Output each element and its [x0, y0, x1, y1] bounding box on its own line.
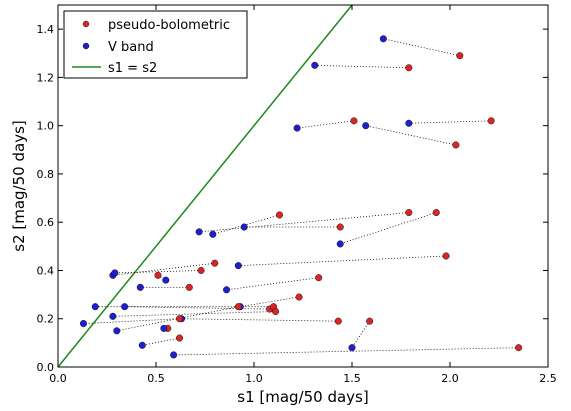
data-point-v-band [311, 61, 319, 69]
data-point-pseudo-bolometric [272, 307, 280, 315]
data-point-pseudo-bolometric [295, 293, 303, 301]
data-point-pseudo-bolometric [432, 209, 440, 217]
data-point-pseudo-bolometric [442, 252, 450, 260]
data-point-v-band [111, 269, 119, 277]
pair-connector [124, 306, 270, 310]
legend-label-line: s1 = s2 [108, 61, 157, 76]
data-point-pseudo-bolometric [366, 317, 374, 325]
data-point-pseudo-bolometric [487, 117, 495, 125]
y-tick-label: 1.4 [37, 23, 55, 36]
data-point-v-band [113, 327, 121, 335]
legend-label-pseudo: pseudo-bolometric [108, 18, 230, 33]
pair-connector [83, 318, 180, 324]
legend-entry-line: s1 = s2 [72, 61, 157, 76]
y-tick-label: 0.8 [37, 168, 55, 181]
pair-connector [142, 337, 180, 346]
data-point-pseudo-bolometric [211, 259, 219, 267]
pair-connector [112, 311, 276, 317]
axis-ticks: 0.0 0.5 1.0 1.5 2.0 2.5 0.0 0.2 0.4 0.6 0.8 1.0 1.2 1… [37, 5, 557, 385]
data-point-v-band [293, 124, 301, 132]
legend-entry-pseudo: pseudo-bolometric [82, 18, 230, 33]
data-point-pseudo-bolometric [334, 317, 342, 325]
pair-connector [383, 38, 460, 57]
plot-frame [57, 4, 549, 368]
plot-content [58, 5, 523, 367]
pair-connector [365, 125, 456, 146]
data-point-v-band [336, 240, 344, 248]
data-point-v-band [405, 119, 413, 127]
reference-line-s1-equals-s2 [58, 5, 353, 367]
pair-connector [238, 255, 447, 267]
data-point-pseudo-bolometric [515, 344, 523, 352]
data-point-pseudo-bolometric [336, 223, 344, 231]
data-point-v-band [160, 324, 168, 332]
pair-connector [199, 212, 409, 233]
pair-connector [314, 64, 409, 69]
pair-connector [297, 120, 355, 129]
y-tick-label: 1.2 [37, 71, 55, 84]
data-point-pseudo-bolometric [234, 303, 242, 311]
data-point-v-band [209, 230, 217, 238]
data-point-pseudo-bolometric [315, 274, 323, 282]
legend-marker-vband [82, 42, 90, 50]
y-axis-label: s2 [mag/50 days] [10, 120, 28, 251]
x-tick-label: 0.5 [147, 372, 165, 385]
data-point-pseudo-bolometric [176, 334, 184, 342]
x-tick-label: 0.0 [49, 372, 67, 385]
pair-connector [212, 214, 280, 235]
x-tick-label: 1.5 [343, 372, 361, 385]
pair-connector [226, 277, 319, 291]
y-tick-label: 1.0 [37, 120, 55, 133]
legend: pseudo-bolometric V band s1 = s2 [63, 10, 248, 79]
data-point-v-band [79, 320, 87, 328]
data-point-v-band [348, 344, 356, 352]
data-point-v-band [195, 228, 203, 236]
data-point-pseudo-bolometric [452, 141, 460, 149]
data-point-v-band [138, 341, 146, 349]
data-point-v-band [91, 303, 99, 311]
data-point-pseudo-bolometric [456, 52, 464, 60]
data-point-pseudo-bolometric [185, 283, 193, 291]
pair-connector [351, 320, 370, 348]
data-point-v-band [223, 286, 231, 294]
data-point-v-band [379, 35, 387, 43]
pair-connector [340, 212, 437, 245]
y-tick-label: 0.2 [37, 313, 55, 326]
pair-connector [240, 296, 300, 308]
data-point-v-band [136, 283, 144, 291]
data-point-v-band [234, 262, 242, 270]
x-tick-label: 1.0 [245, 372, 263, 385]
pair-connector [408, 120, 492, 124]
data-point-pseudo-bolometric [176, 315, 184, 323]
legend-entry-vband: V band [82, 40, 154, 55]
y-tick-label: 0.6 [37, 216, 55, 229]
data-point-pseudo-bolometric [197, 266, 205, 274]
data-point-v-band [121, 303, 129, 311]
data-point-pseudo-bolometric [350, 117, 358, 125]
legend-label-vband: V band [108, 40, 154, 55]
data-point-v-band [240, 223, 248, 231]
data-point-v-band [109, 312, 117, 320]
data-point-pseudo-bolometric [405, 64, 413, 72]
x-tick-label: 2.5 [539, 372, 557, 385]
pair-connector [112, 262, 215, 276]
x-axis-label: s1 [mag/50 days] [237, 388, 368, 406]
data-point-pseudo-bolometric [154, 271, 162, 279]
data-point-v-band [362, 122, 370, 130]
data-point-pseudo-bolometric [275, 211, 283, 219]
pair-connector [181, 318, 339, 322]
pair-connector [173, 347, 519, 356]
data-point-v-band [170, 351, 178, 359]
data-point-v-band [162, 276, 170, 284]
x-tick-label: 2.0 [441, 372, 459, 385]
legend-marker-pseudo [82, 20, 90, 28]
y-tick-label: 0.0 [37, 361, 55, 374]
y-tick-label: 0.4 [37, 264, 55, 277]
data-point-pseudo-bolometric [405, 209, 413, 217]
